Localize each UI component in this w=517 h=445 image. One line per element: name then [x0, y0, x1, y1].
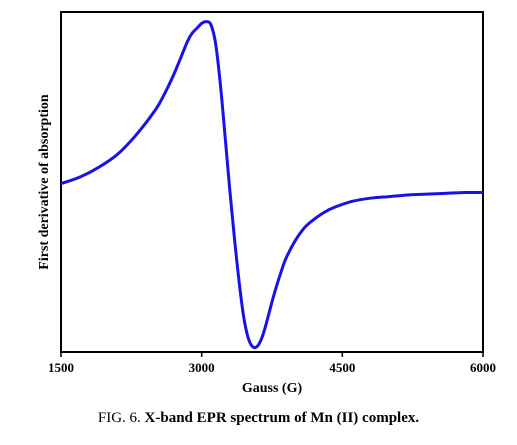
- x-tick-label: 1500: [48, 360, 74, 375]
- y-axis-label: First derivative of absorption: [37, 94, 52, 270]
- epr-spectrum-line: [60, 20, 484, 350]
- plot-frame: [60, 11, 484, 353]
- plot-area: [60, 11, 484, 353]
- x-tick-label: 3000: [189, 360, 215, 375]
- figure-caption-prefix: FIG. 6.: [97, 410, 141, 426]
- x-tick-label: 4500: [329, 360, 355, 375]
- x-axis-label: Gauss (G): [242, 381, 303, 396]
- figure-caption: FIG. 6. X-band EPR spectrum of Mn (II) c…: [0, 410, 517, 427]
- x-axis-ticks: 1500 3000 4500 6000: [48, 352, 496, 375]
- figure-caption-text: X-band EPR spectrum of Mn (II) complex.: [144, 410, 420, 426]
- x-tick-label: 6000: [470, 360, 496, 375]
